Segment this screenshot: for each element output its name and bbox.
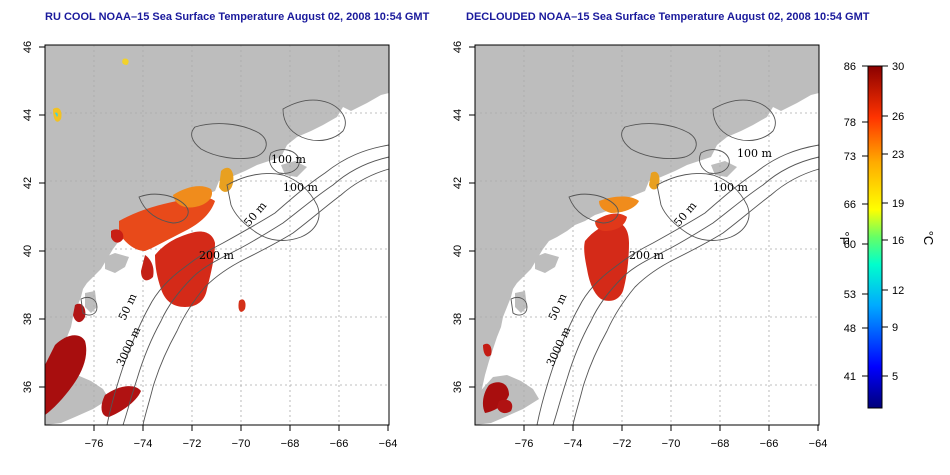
lon-tick-label: −68 <box>281 438 300 450</box>
lat-tick-label: 40 <box>452 245 464 257</box>
lat-tick-label: 38 <box>452 313 464 325</box>
lat-tick-label: 46 <box>452 41 464 53</box>
contour-label: 200 m <box>629 249 664 262</box>
lon-tick-label: −74 <box>134 438 153 450</box>
celsius-scale: 30 26 23 19 16 12 9 5 °C <box>882 61 936 383</box>
fahrenheit-tick-label: 53 <box>844 289 856 301</box>
map-frame <box>44 44 390 426</box>
celsius-tick-label: 5 <box>892 371 898 383</box>
lon-tick-label: −76 <box>85 438 104 450</box>
lat-tick-label: 36 <box>452 381 464 393</box>
map-frame <box>474 44 820 426</box>
lon-tick-label: −66 <box>760 438 779 450</box>
lat-ticks: 46 44 42 40 38 36 <box>452 41 475 393</box>
lon-tick-label: −64 <box>379 438 398 450</box>
fahrenheit-tick-label: 48 <box>844 323 856 335</box>
celsius-tick-label: 19 <box>892 198 904 210</box>
lon-tick-label: −68 <box>711 438 730 450</box>
celsius-tick-label: 23 <box>892 149 904 161</box>
celsius-unit-label: °C <box>921 231 936 246</box>
fahrenheit-tick-label: 60 <box>844 239 856 251</box>
left-panel-title: RU COOL NOAA–15 Sea Surface Temperature … <box>45 11 430 23</box>
lon-tick-label: −70 <box>232 438 251 450</box>
lat-tick-label: 44 <box>452 109 464 121</box>
lat-tick-label: 44 <box>22 109 34 121</box>
colorbar-ramp <box>867 65 883 409</box>
fahrenheit-tick-label: 66 <box>844 199 856 211</box>
left-map: 100 m 100 m 50 m 200 m 50 m 3000 m −76 −… <box>22 41 397 450</box>
fahrenheit-tick-label: 73 <box>844 151 856 163</box>
fahrenheit-scale: 86 78 73 66 60 53 48 41 °F <box>837 61 868 383</box>
lat-tick-label: 46 <box>22 41 34 53</box>
lon-tick-label: −76 <box>515 438 534 450</box>
lon-tick-label: −70 <box>662 438 681 450</box>
lat-tick-label: 42 <box>22 177 34 189</box>
lon-tick-label: −66 <box>330 438 349 450</box>
lat-tick-label: 36 <box>22 381 34 393</box>
contour-label: 100 m <box>737 147 772 160</box>
lat-tick-label: 42 <box>452 177 464 189</box>
colorbar: 86 78 73 66 60 53 48 41 °F 30 26 23 19 1… <box>837 61 936 409</box>
contour-label: 100 m <box>271 153 306 166</box>
sst-patches <box>45 58 246 417</box>
lon-tick-label: −72 <box>183 438 202 450</box>
contour-label: 200 m <box>199 249 234 262</box>
right-map: 100 m 100 m 50 m 200 m 50 m 3000 m −76 −… <box>452 41 827 450</box>
lon-tick-label: −72 <box>613 438 632 450</box>
contour-label: 100 m <box>713 181 748 194</box>
fahrenheit-tick-label: 41 <box>844 371 856 383</box>
fahrenheit-unit-label: °F <box>837 231 852 244</box>
lon-ticks: −76 −74 −72 −70 −68 −66 −64 <box>515 425 828 450</box>
lon-tick-label: −64 <box>809 438 828 450</box>
fahrenheit-tick-label: 78 <box>844 117 856 129</box>
right-panel-title: DECLOUDED NOAA–15 Sea Surface Temperatur… <box>466 11 870 23</box>
lon-tick-label: −74 <box>564 438 583 450</box>
lat-tick-label: 38 <box>22 313 34 325</box>
contour-label: 100 m <box>283 181 318 194</box>
lat-tick-label: 40 <box>22 245 34 257</box>
celsius-tick-label: 12 <box>892 285 904 297</box>
lat-ticks: 46 44 42 40 38 36 <box>22 41 45 393</box>
lon-ticks: −76 −74 −72 −70 −68 −66 −64 <box>85 425 398 450</box>
celsius-tick-label: 16 <box>892 235 904 247</box>
celsius-tick-label: 26 <box>892 111 904 123</box>
celsius-tick-label: 30 <box>892 61 904 73</box>
celsius-tick-label: 9 <box>892 322 898 334</box>
fahrenheit-tick-label: 86 <box>844 61 856 73</box>
